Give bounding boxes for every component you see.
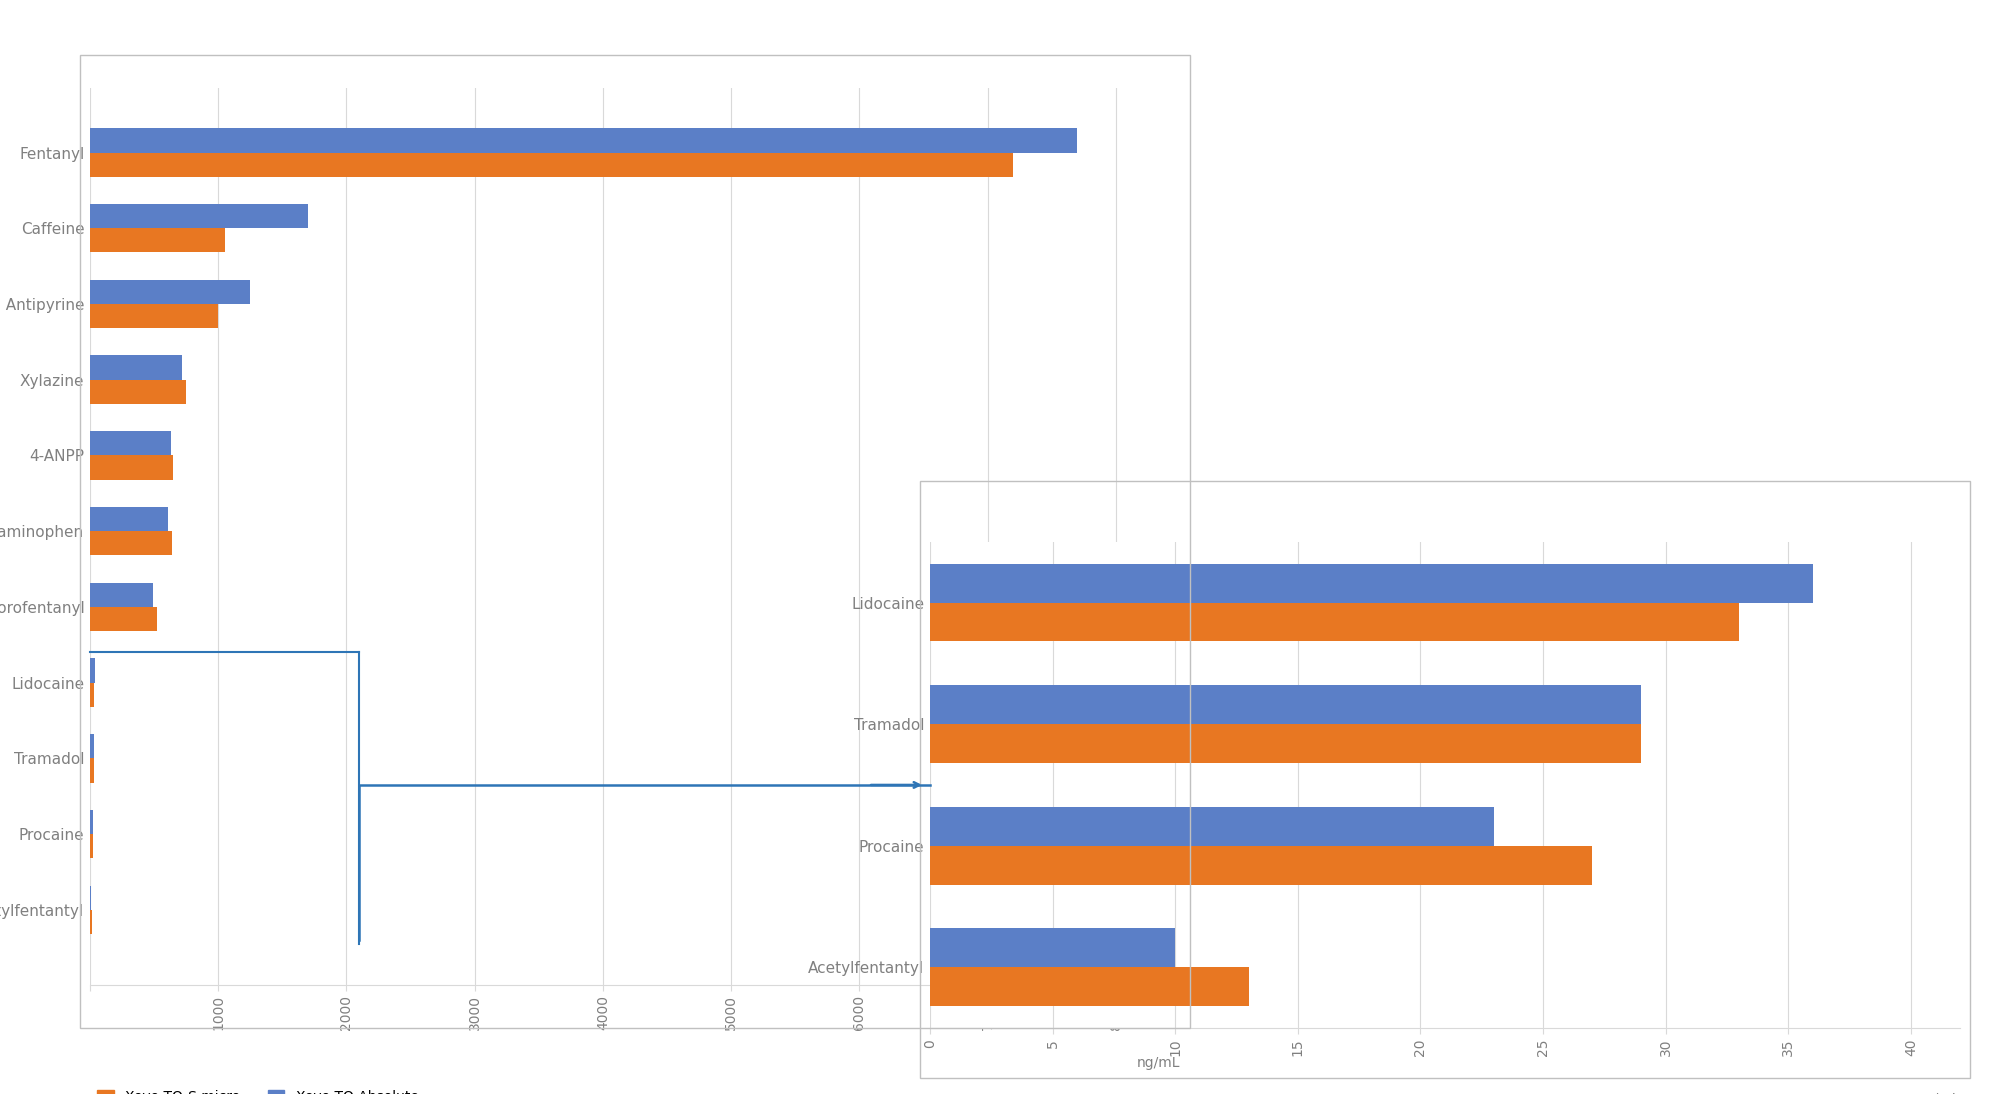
Bar — [90, 683, 94, 707]
Bar — [90, 834, 94, 859]
Bar — [90, 455, 174, 479]
Bar — [930, 603, 1740, 641]
Bar — [930, 724, 1642, 763]
Bar — [90, 758, 94, 782]
Bar — [90, 810, 92, 834]
Bar — [90, 229, 224, 253]
Bar — [90, 532, 172, 556]
Bar — [90, 280, 250, 304]
Bar — [90, 507, 168, 532]
Bar — [930, 846, 1592, 885]
Bar — [930, 807, 1494, 846]
Text: ng/mL: ng/mL — [1136, 1057, 1180, 1070]
Bar — [90, 583, 152, 607]
Bar — [90, 659, 94, 683]
Legend: Xevo TQ-S micro, Xevo TQ Absolute: Xevo TQ-S micro, Xevo TQ Absolute — [96, 1090, 418, 1094]
Bar — [930, 929, 1176, 967]
Bar — [90, 607, 156, 631]
Bar — [90, 128, 1078, 152]
Bar — [90, 304, 218, 328]
Bar — [90, 152, 1014, 177]
Bar — [930, 563, 1812, 603]
Bar — [90, 431, 170, 455]
Bar — [90, 356, 182, 380]
Bar — [90, 734, 94, 758]
Bar — [90, 380, 186, 404]
Bar — [930, 685, 1642, 724]
Bar — [90, 203, 308, 229]
Bar — [930, 967, 1248, 1006]
Text: ng/mL: ng/mL — [1916, 1092, 1960, 1094]
